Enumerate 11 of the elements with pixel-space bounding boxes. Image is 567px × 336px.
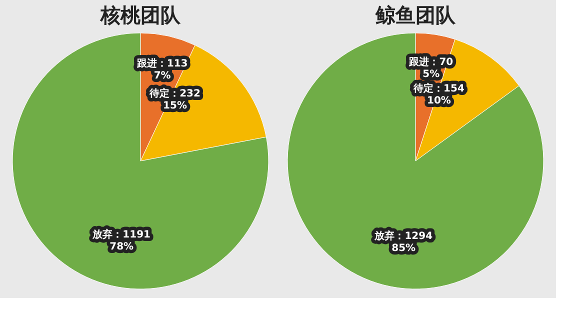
pie-slice [287,32,544,290]
slice-label: 待定：232 [148,87,200,100]
chart-title: 鲸鱼团队 [374,3,456,27]
data-label: 7% [154,70,171,82]
data-label: 5% [422,69,440,80]
slice-label: 放弃：1294 [374,230,433,242]
data-label: 85% [392,243,416,254]
data-label: 78% [110,242,134,253]
slice-label: 放弃：1191 [92,228,151,241]
chart-title: 核桃团队 [100,3,182,27]
pie-slice [12,32,269,290]
